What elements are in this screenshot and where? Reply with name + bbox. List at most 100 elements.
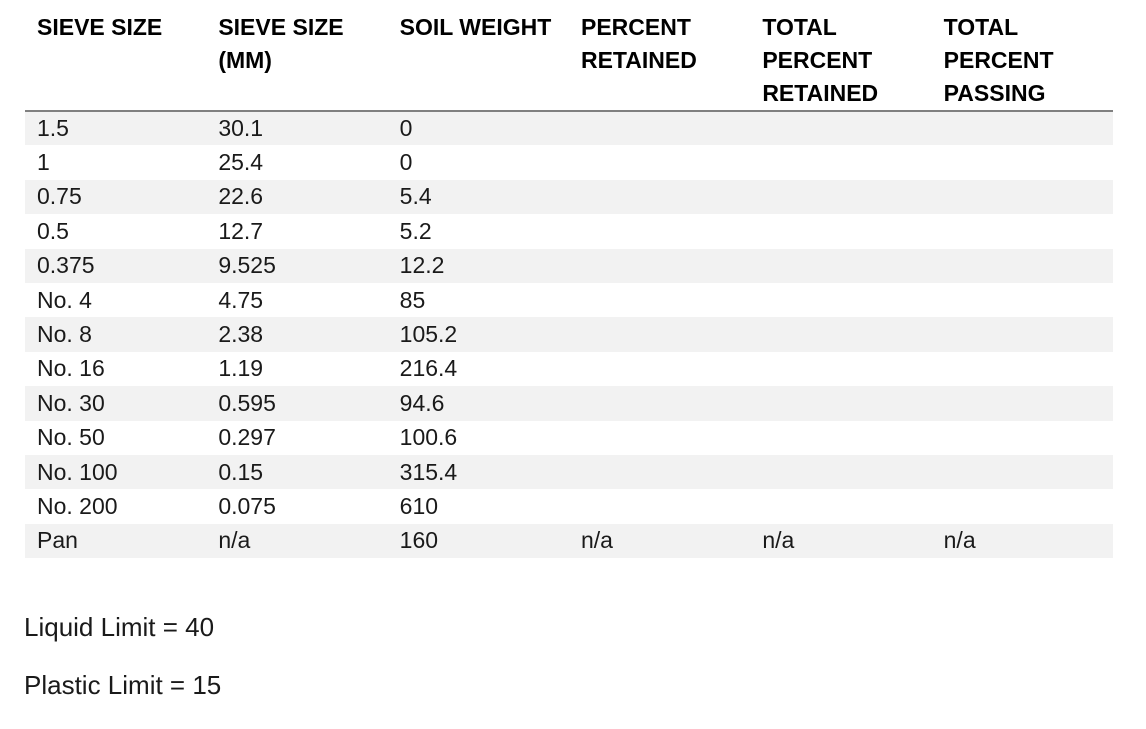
table-cell xyxy=(569,352,750,386)
table-cell: 1 xyxy=(37,149,50,176)
table-cell: 12.2 xyxy=(399,252,445,279)
col-header-sieve-size-mm: SIEVE SIZE (MM) xyxy=(206,10,388,112)
table-cell: 105.2 xyxy=(399,321,458,348)
table-row: 0.375 9.525 12.2 xyxy=(25,248,1113,283)
table-cell: 1.19 xyxy=(218,355,264,382)
table-cell xyxy=(750,421,931,455)
table-cell: No. 200 xyxy=(37,492,118,519)
col-header-soil-weight: SOIL WEIGHT xyxy=(387,10,569,112)
plastic-limit-note: Plastic Limit = 15 xyxy=(24,670,222,700)
table-cell: 30.1 xyxy=(218,115,264,142)
table-cell: 0.297 xyxy=(218,424,276,451)
table-cell: Pan xyxy=(37,527,78,554)
table-cell: No. 16 xyxy=(37,355,105,382)
table-cell: 0 xyxy=(399,149,413,176)
col-header-total-percent-retained: TOTAL PERCENT RETAINED xyxy=(750,10,932,112)
table-row: 0.75 22.6 5.4 xyxy=(25,179,1113,215)
table-cell: 1.5 xyxy=(37,115,69,142)
table-row: No. 16 1.19 216.4 xyxy=(25,352,1113,386)
table-cell xyxy=(750,249,931,283)
table-cell xyxy=(932,421,1113,455)
table-cell: 315.4 xyxy=(399,458,458,485)
table-cell: n/a xyxy=(580,527,613,554)
table-cell: 94.6 xyxy=(399,389,445,416)
liquid-limit-note: Liquid Limit = 40 xyxy=(24,612,215,642)
table-cell xyxy=(569,180,750,214)
table-cell xyxy=(750,283,931,317)
col-header-percent-retained: PERCENT RETAINED xyxy=(568,10,751,112)
table-cell xyxy=(569,455,750,489)
table-cell xyxy=(569,489,750,523)
table-cell: 12.7 xyxy=(218,217,264,244)
table-row: No. 8 2.38 105.2 xyxy=(25,317,1113,352)
table-row: No. 4 4.75 85 xyxy=(25,283,1113,317)
table-cell xyxy=(569,111,750,145)
table-cell xyxy=(569,283,750,317)
table-cell: 216.4 xyxy=(399,355,458,382)
table-cell: No. 8 xyxy=(37,321,92,348)
table-cell xyxy=(569,317,750,351)
table-cell xyxy=(932,489,1113,523)
table-cell: 5.4 xyxy=(399,183,432,210)
table-row: 0.5 12.7 5.2 xyxy=(25,214,1113,248)
table-cell: 0.5 xyxy=(37,217,69,244)
table-cell xyxy=(932,455,1113,489)
table-cell: No. 100 xyxy=(37,458,118,485)
table-cell: 2.38 xyxy=(218,321,264,348)
table-cell: 0 xyxy=(399,115,413,142)
sieve-analysis-table: SIEVE SIZE SIEVE SIZE (MM) SOIL WEIGHT P… xyxy=(25,10,1113,559)
table-cell xyxy=(932,317,1113,351)
table-cell: 85 xyxy=(399,286,426,313)
table-cell xyxy=(750,145,931,179)
col-header-total-percent-passing: TOTAL PERCENT PASSING xyxy=(931,10,1113,112)
table-row: 1 25.4 0 xyxy=(25,145,1113,179)
table-cell xyxy=(932,180,1113,214)
table-cell xyxy=(569,145,750,179)
table-row: No. 50 0.297 100.6 xyxy=(25,421,1113,455)
table-row: 1.5 30.1 0 xyxy=(25,111,1113,146)
table-row: No. 200 0.075 610 xyxy=(25,489,1113,523)
table-cell: No. 50 xyxy=(37,424,105,451)
table-cell xyxy=(750,386,931,420)
table-cell: 160 xyxy=(399,527,439,554)
table-cell: No. 30 xyxy=(37,389,105,416)
table-cell xyxy=(932,386,1113,420)
table-cell: No. 4 xyxy=(37,286,92,313)
table-cell: 100.6 xyxy=(399,424,458,451)
table-cell xyxy=(569,386,750,420)
table-cell: n/a xyxy=(762,527,795,554)
table-cell xyxy=(932,352,1113,386)
table-body: 1.5 30.1 0 1 25.4 0 0.75 22.6 5.4 0.5 12.7 5.2 0.375… xyxy=(25,111,1113,559)
table-cell xyxy=(569,421,750,455)
table-cell: 610 xyxy=(399,492,439,519)
table-cell xyxy=(569,214,750,248)
table-cell: 0.15 xyxy=(218,458,264,485)
table-cell: 0.75 xyxy=(37,183,82,210)
table-cell xyxy=(569,249,750,283)
table-cell xyxy=(750,489,931,523)
table-cell: 5.2 xyxy=(399,217,432,244)
table-row: Pan n/a 160 n/a n/a n/a xyxy=(25,523,1113,559)
table-cell xyxy=(750,214,931,248)
table-cell: n/a xyxy=(943,527,976,554)
table-cell: 4.75 xyxy=(218,286,264,313)
table-cell xyxy=(932,249,1113,283)
table-cell: 9.525 xyxy=(218,252,276,279)
table-cell xyxy=(750,111,931,145)
table-cell: 25.4 xyxy=(218,149,264,176)
table-cell xyxy=(750,352,931,386)
table-cell: 0.075 xyxy=(218,492,276,519)
table-cell: 0.595 xyxy=(218,389,276,416)
table-cell: 0.375 xyxy=(37,252,95,279)
table-row: No. 100 0.15 315.4 xyxy=(25,454,1113,490)
table-cell xyxy=(750,455,931,489)
table-cell xyxy=(932,145,1113,179)
header-row: SIEVE SIZE SIEVE SIZE (MM) SOIL WEIGHT P… xyxy=(25,10,1113,112)
table-cell xyxy=(932,214,1113,248)
table-cell xyxy=(750,317,931,351)
table-cell: 22.6 xyxy=(218,183,264,210)
table-cell xyxy=(750,180,931,214)
table-cell: n/a xyxy=(218,527,251,554)
table-row: No. 30 0.595 94.6 xyxy=(25,386,1113,421)
